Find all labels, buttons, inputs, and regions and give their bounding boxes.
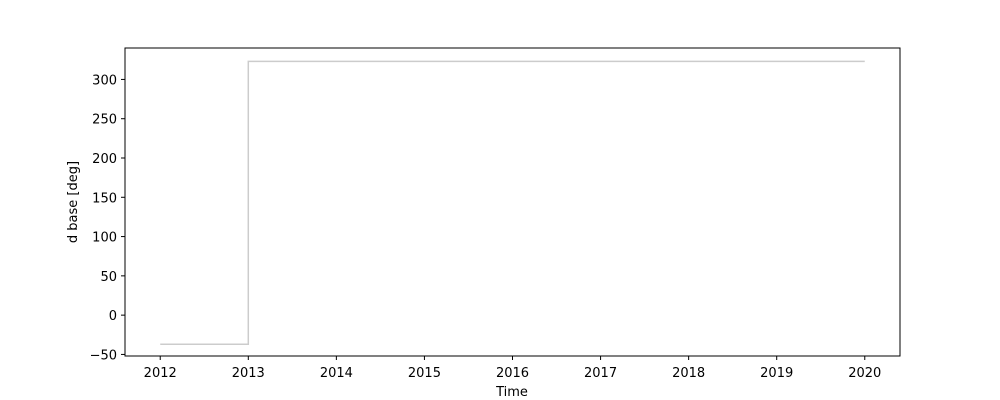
x-tick-label: 2014 — [320, 366, 353, 381]
x-tick-label: 2017 — [584, 366, 617, 381]
series-line-0 — [160, 60, 865, 345]
plot-frame — [124, 47, 901, 357]
y-tick-label: −50 — [90, 348, 117, 363]
x-tick-label: 2013 — [232, 366, 265, 381]
x-axis-label: Time — [495, 385, 528, 400]
x-tick-label: 2012 — [144, 366, 177, 381]
x-axis-ticks: 2012 2013 2014 2015 2016 2017 2018 2019 2020 — [144, 356, 881, 381]
y-axis-label: d base [deg] — [66, 161, 81, 243]
x-tick-label: 2020 — [848, 366, 881, 381]
y-tick-label: 300 — [92, 73, 117, 88]
y-tick-label: 0 — [109, 309, 117, 324]
y-tick-label: 100 — [92, 231, 117, 246]
x-tick-label: 2016 — [496, 366, 529, 381]
y-tick-label: 250 — [92, 113, 117, 128]
x-tick-label: 2019 — [760, 366, 793, 381]
y-tick-label: 200 — [92, 152, 117, 167]
y-axis-ticks: −50 0 50 100 150 200 250 300 — [90, 73, 125, 363]
plot-area — [124, 47, 901, 357]
series-layer — [160, 60, 865, 345]
y-tick-label: 150 — [92, 191, 117, 206]
x-tick-label: 2015 — [408, 366, 441, 381]
x-tick-label: 2018 — [672, 366, 705, 381]
y-tick-label: 50 — [100, 270, 117, 285]
